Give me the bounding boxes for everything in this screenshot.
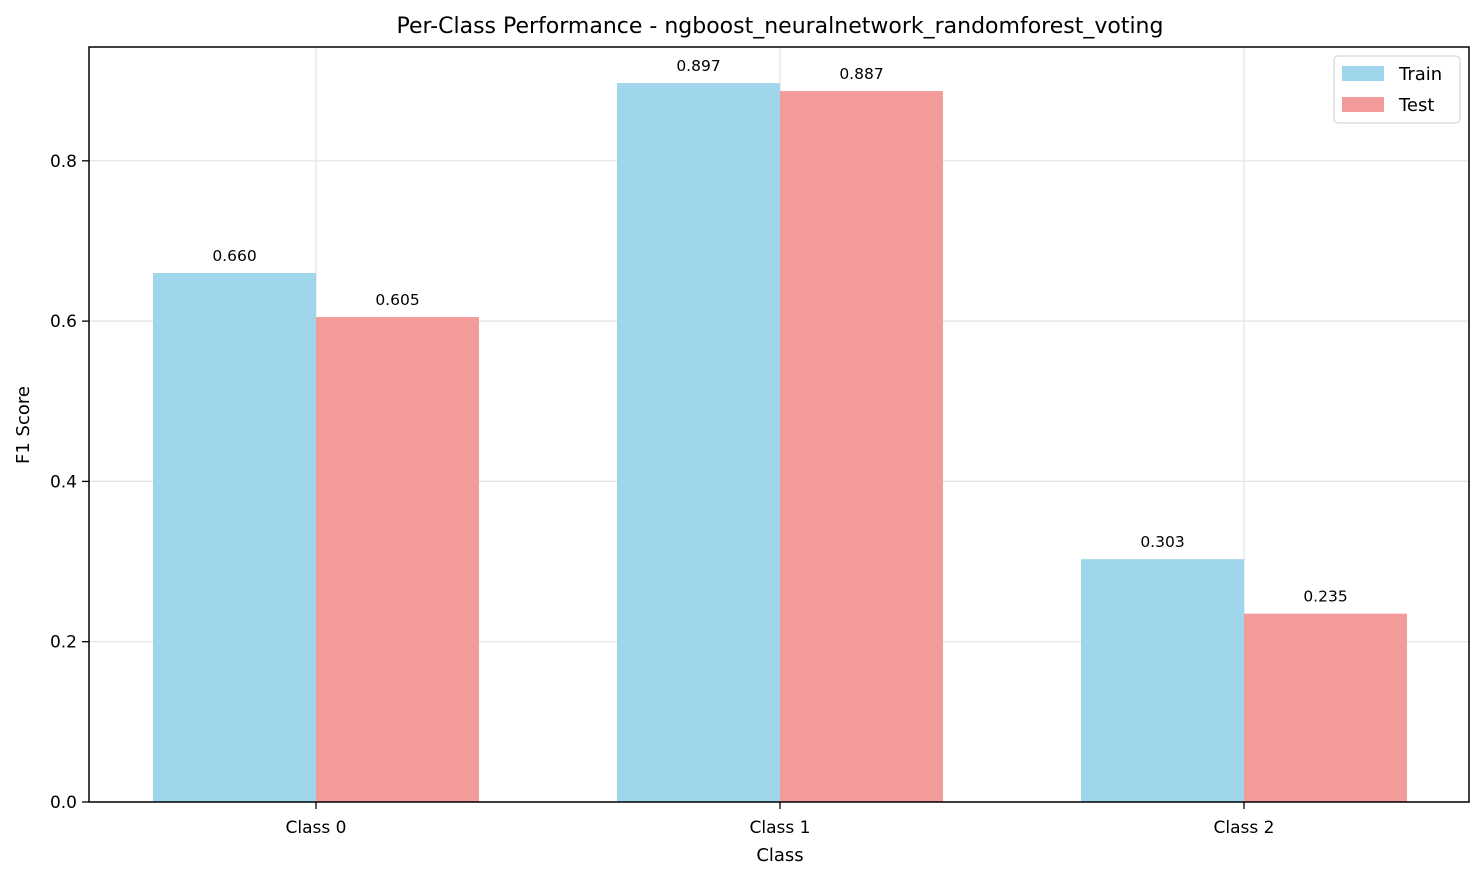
value-label-train-2: 0.303	[1140, 533, 1184, 551]
x-axis-ticks: Class 0 Class 1 Class 2	[286, 802, 1275, 838]
legend-swatch-train	[1342, 66, 1384, 81]
value-label-test-2: 0.235	[1303, 588, 1347, 606]
value-label-test-0: 0.605	[375, 291, 419, 309]
y-tick-label: 0.2	[50, 633, 77, 653]
legend-label-train: Train	[1398, 64, 1442, 85]
legend: Train Test	[1333, 55, 1461, 124]
value-label-test-1: 0.887	[839, 65, 883, 83]
x-tick-label: Class 2	[1214, 818, 1275, 838]
plot-frame	[88, 46, 1470, 803]
value-label-train-1: 0.897	[676, 57, 720, 75]
bar-train-1	[617, 83, 780, 802]
y-axis-ticks: 0.0 0.2 0.4 0.6 0.8	[50, 152, 89, 813]
bars	[153, 83, 1407, 803]
y-axis-label: F1 Score	[13, 386, 34, 464]
bar-test-2	[1244, 613, 1407, 802]
legend-label-test: Test	[1398, 95, 1434, 116]
y-tick-label: 0.6	[50, 312, 77, 332]
x-axis-label: Class	[756, 845, 803, 866]
legend-swatch-test	[1342, 97, 1384, 112]
bar-test-1	[780, 91, 943, 803]
value-label-train-0: 0.660	[212, 247, 256, 265]
bar-train-0	[153, 273, 316, 802]
x-tick-label: Class 1	[750, 818, 811, 838]
y-tick-label: 0.4	[50, 472, 77, 492]
value-labels: 0.660 0.897 0.303 0.605 0.887 0.235	[212, 57, 1347, 606]
bar-test-0	[316, 317, 479, 802]
bar-train-2	[1081, 559, 1244, 802]
x-tick-label: Class 0	[286, 818, 347, 838]
y-tick-label: 0.0	[50, 793, 77, 813]
chart-title: Per-Class Performance - ngboost_neuralne…	[397, 14, 1164, 39]
y-tick-label: 0.8	[50, 152, 77, 172]
